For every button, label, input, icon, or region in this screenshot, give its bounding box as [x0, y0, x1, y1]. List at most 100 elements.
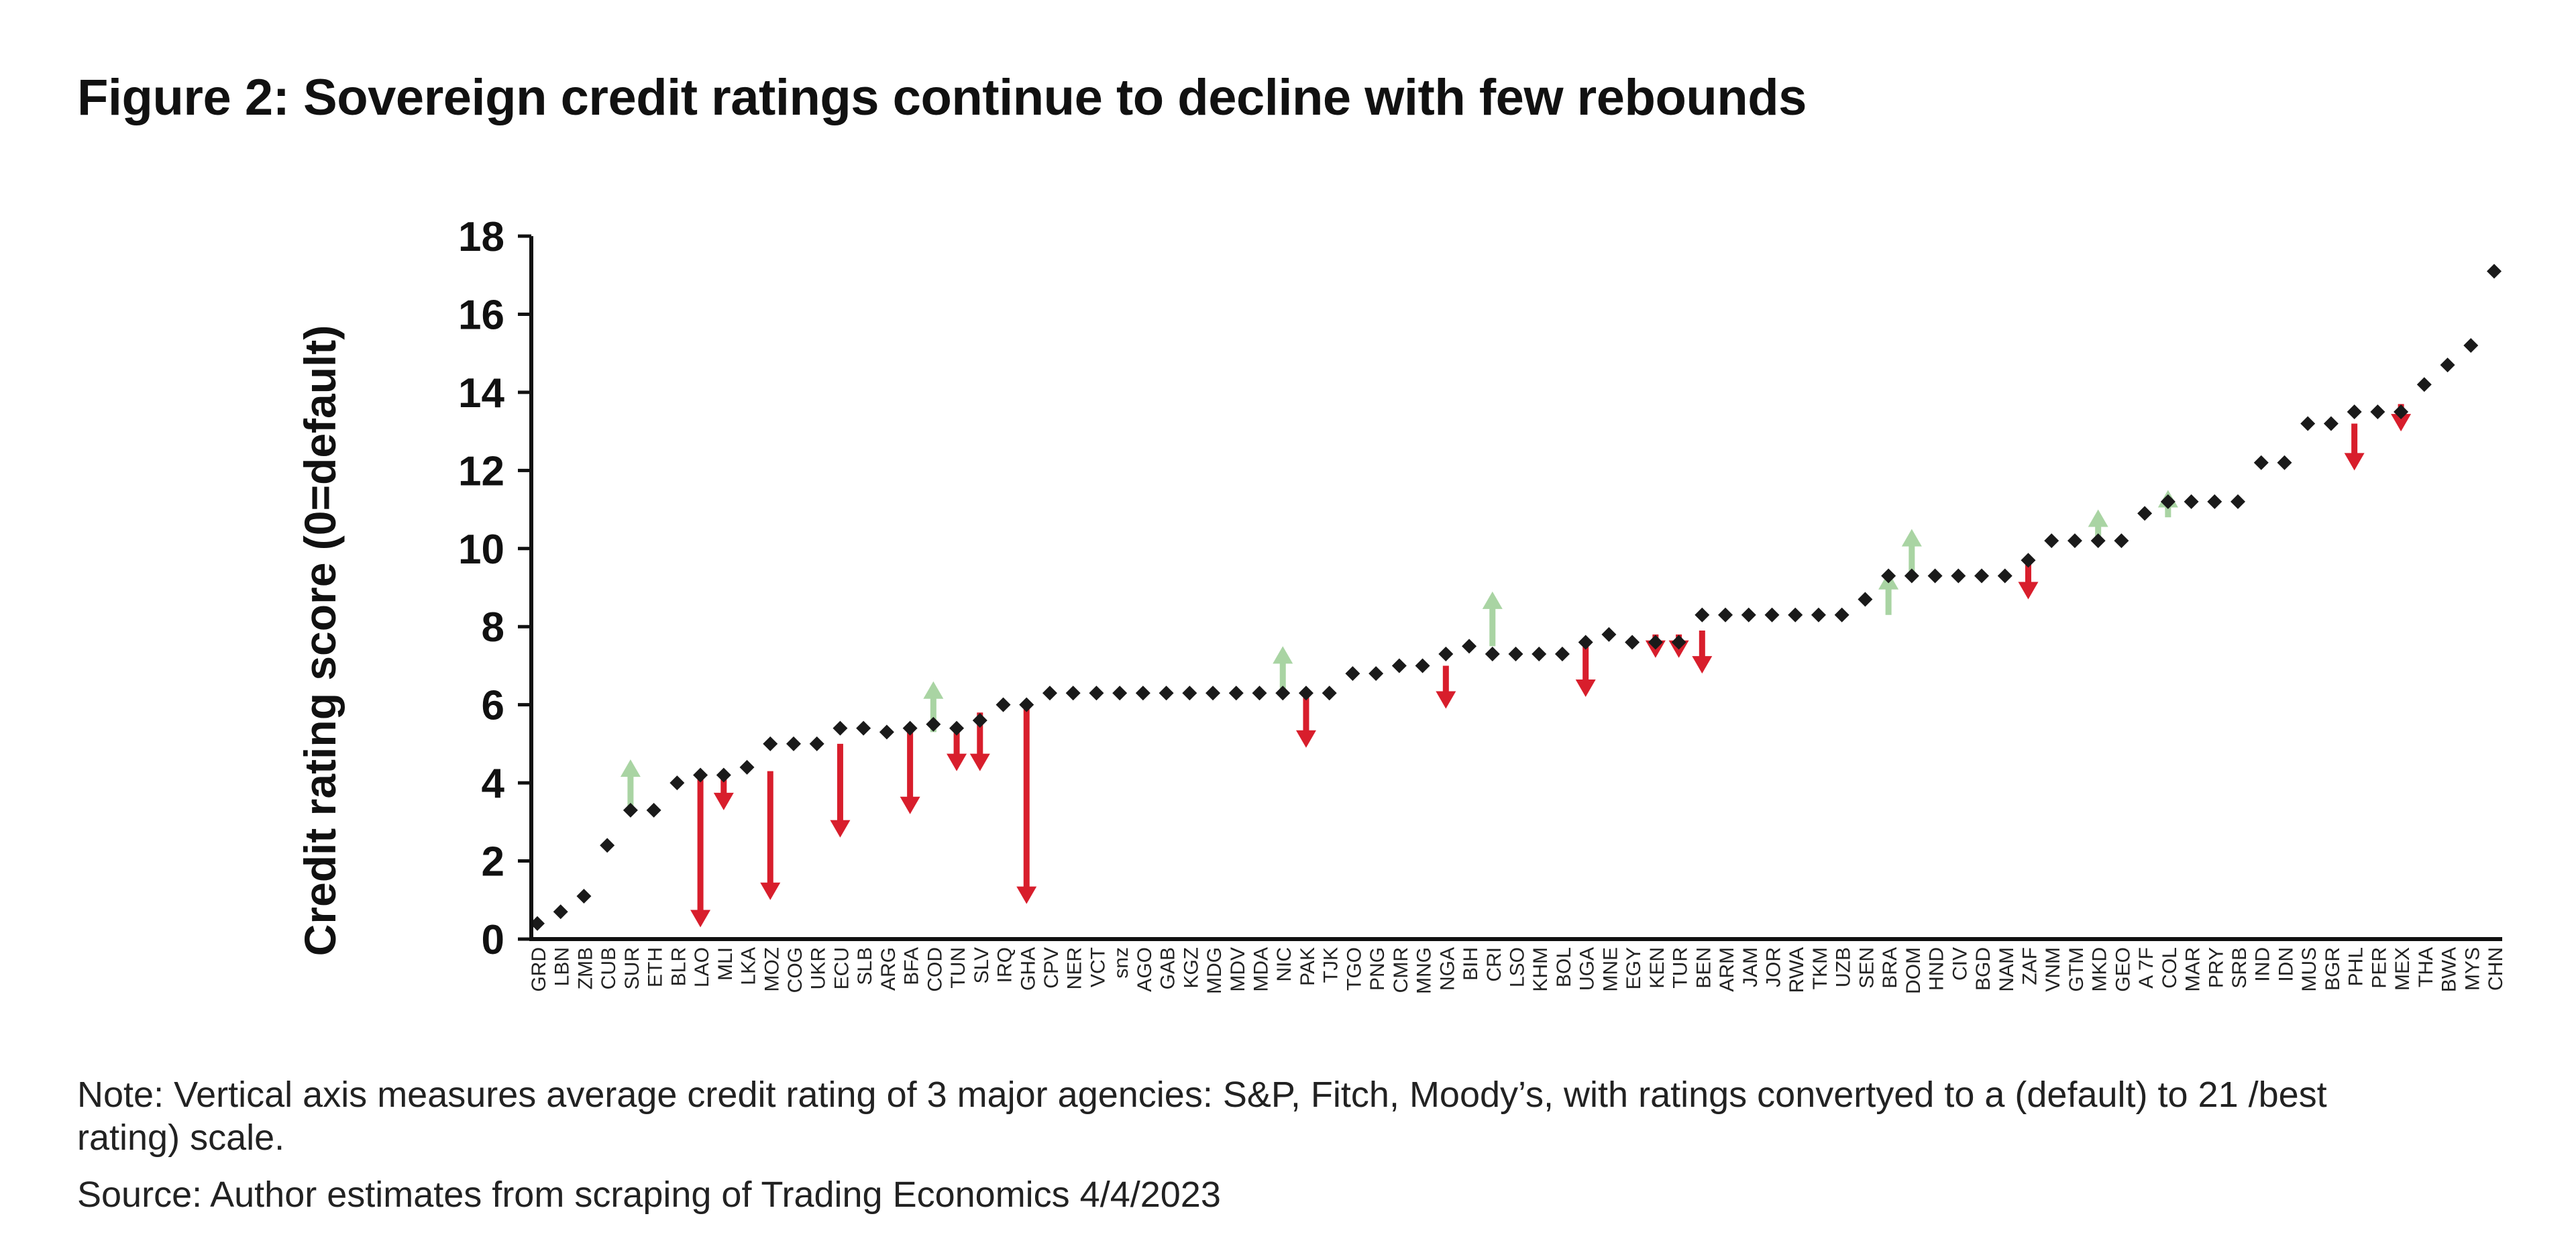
x-tick-label: ARM [1716, 947, 1738, 992]
data-point [600, 838, 615, 853]
x-tick-label: BFA [901, 947, 923, 985]
downgrade-arrowhead [2344, 453, 2365, 471]
data-point [2137, 506, 2153, 521]
chart-title: Figure 2: Sovereign credit ratings conti… [77, 69, 1807, 126]
x-tick-label: KEN [1646, 947, 1668, 989]
data-point [1741, 607, 1756, 622]
data-point [2370, 404, 2385, 419]
data-point [530, 916, 545, 931]
x-tick-label: BEN [1693, 947, 1715, 989]
x-tick-label: LKA [738, 947, 760, 985]
data-point [1159, 686, 1174, 701]
x-tick-label: SRB [2229, 947, 2251, 989]
x-tick-label: CHN [2485, 947, 2507, 991]
data-points [530, 264, 2502, 931]
data-point [1532, 646, 1547, 661]
y-tick-label: 12 [458, 448, 504, 494]
x-tick-label: MLI [714, 947, 737, 981]
x-tick-label: IDN [2275, 947, 2297, 982]
x-tick-label: NAM [1996, 947, 2018, 992]
data-point [2184, 494, 2199, 509]
data-point [1415, 658, 1430, 673]
data-point [1648, 635, 1663, 650]
data-point [1788, 607, 1803, 622]
y-tick-label: 14 [458, 370, 504, 417]
data-point [949, 720, 965, 736]
x-tick-label: VNM [2042, 947, 2064, 992]
x-tick-label: MNE [1599, 947, 1621, 992]
x-tick-label: PAK [1297, 947, 1319, 986]
upgrade-arrowhead [1901, 529, 1922, 547]
data-point [1322, 686, 1337, 701]
data-point [972, 712, 987, 728]
x-tick-label: MYS [2461, 947, 2483, 991]
data-point [809, 736, 824, 751]
upgrade-arrowhead [1273, 646, 1293, 664]
x-tick-label: THA [2415, 947, 2437, 987]
x-tick-label: CRI [1483, 947, 1505, 982]
x-tick-label: ZMB [574, 947, 596, 989]
data-point [2114, 533, 2129, 549]
downgrade-arrowhead [1016, 886, 1037, 904]
x-tick-label: COG [784, 947, 806, 993]
x-tick-label: AGO [1134, 947, 1156, 992]
x-tick-label: TUR [1670, 947, 1692, 989]
x-tick-label: TUN [947, 947, 969, 989]
data-point [1391, 658, 1407, 673]
data-point [856, 720, 871, 736]
chart-note: Note: Vertical axis measures average cre… [77, 1075, 2327, 1158]
upgrade-arrowhead [1482, 591, 1503, 609]
x-axis: GRD LBN ZMB CUB SUR ETH BLR LAO MLI LKA MOZ COG UKR E… [528, 947, 2507, 994]
data-point [1298, 686, 1313, 701]
x-tick-label: SEN [1856, 947, 1878, 989]
data-point [1508, 646, 1523, 661]
data-point [1881, 568, 1896, 584]
x-tick-label: PER [2368, 947, 2390, 989]
y-tick-label: 10 [458, 527, 504, 573]
downgrade-arrowhead [900, 796, 920, 814]
x-tick-label: GTM [2065, 947, 2088, 992]
x-tick-label: BIH [1460, 947, 1482, 981]
data-point [1228, 686, 1244, 701]
downgrade-arrowhead [1295, 730, 1316, 748]
data-point [1811, 607, 1826, 622]
downgrade-arrowhead [1436, 691, 1456, 709]
x-tick-label: COL [2159, 947, 2181, 989]
x-tick-label: TJK [1320, 947, 1342, 983]
data-point [1252, 686, 1267, 701]
x-tick-label: PRY [2205, 947, 2227, 988]
data-point [2277, 455, 2292, 470]
x-tick-label: PNG [1366, 947, 1389, 991]
x-tick-label: BWA [2438, 947, 2461, 992]
data-point [1485, 646, 1500, 661]
x-tick-label: BGR [2322, 947, 2344, 991]
x-tick-label: MOZ [761, 947, 783, 992]
data-point [2463, 338, 2479, 353]
x-tick-label: CMR [1390, 947, 1412, 993]
y-tick-label: 16 [458, 292, 504, 338]
data-point [833, 720, 848, 736]
data-point [2207, 494, 2222, 509]
downgrade-arrowhead [830, 820, 851, 838]
x-tick-label: KGZ [1180, 947, 1202, 989]
data-point [1625, 635, 1640, 650]
y-tick-label: 6 [482, 683, 504, 729]
x-tick-label: NGA [1436, 947, 1458, 991]
x-tick-label: MEX [2392, 947, 2414, 991]
x-tick-label: HND [1926, 947, 1948, 991]
x-tick-label: GRD [528, 947, 550, 992]
data-point [1089, 686, 1104, 701]
x-tick-label: DOM [1902, 947, 1925, 994]
data-point [1182, 686, 1197, 701]
data-point [2160, 494, 2176, 509]
downgrade-arrowhead [2018, 582, 2039, 600]
y-tick-label: 2 [482, 839, 504, 885]
x-tick-label: snz [1110, 947, 1132, 979]
upgrade-arrowhead [2088, 509, 2108, 527]
downgrade-arrowhead [1575, 679, 1596, 698]
data-point [2440, 358, 2455, 373]
x-tick-label: MDV [1227, 947, 1249, 992]
data-point [2090, 533, 2106, 549]
downgrade-arrowhead [690, 910, 711, 928]
data-point [2487, 264, 2502, 279]
